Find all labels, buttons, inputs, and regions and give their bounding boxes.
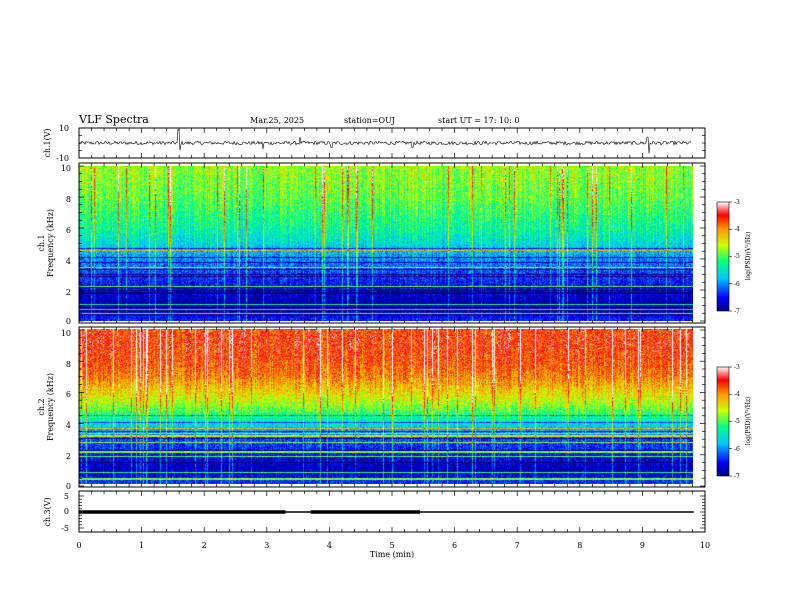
ch2-ytick-10: 10 xyxy=(61,329,71,338)
time-tick-label: 5 xyxy=(389,541,394,550)
ch2-spectrogram-panel: 0 2 4 6 8 10 ch.2Frequency (kHz) -3 -4 -… xyxy=(37,326,752,491)
time-tick-label: 10 xyxy=(700,541,710,550)
date-label: Mar.25, 2025 xyxy=(250,116,304,125)
time-axis-label: Time (min) xyxy=(370,550,414,559)
ch3-waveform-panel: 5 0 -5 ch.3(V) 0 1 2 3 4 5 6 7 8 9 10 Time (min) xyxy=(43,490,710,559)
ch2-spectrogram-ticks xyxy=(78,327,706,487)
ch2-ytick-2: 2 xyxy=(66,452,71,461)
ch2-cb-tick-7: -7 xyxy=(734,473,740,480)
ylabel-line: ch.1 xyxy=(37,234,46,251)
ch1-spectrogram-heatmap xyxy=(79,166,693,321)
start-time-label: start UT = 17: 10: 0 xyxy=(438,116,519,125)
ch3-ticks xyxy=(78,491,706,532)
ch1-ytick-6: 6 xyxy=(66,226,71,235)
ch1-ytick-2: 2 xyxy=(66,288,71,297)
ch1-spectrogram-ylabel: ch.1Frequency (kHz) xyxy=(37,209,55,277)
ch2-cb-tick-6: -6 xyxy=(734,446,740,453)
time-tick-label: 1 xyxy=(139,541,144,550)
ch1-waveform-line xyxy=(78,129,692,154)
ch2-ytick-4: 4 xyxy=(66,421,71,430)
time-tick-label: 0 xyxy=(76,541,81,550)
ylabel-line: ch.2 xyxy=(37,398,46,415)
ylabel-line: Frequency (kHz) xyxy=(46,209,55,277)
time-tick-label: 7 xyxy=(515,541,520,550)
ch1-ytick-bottom: -10 xyxy=(56,154,69,163)
ch2-spectrogram-heatmap xyxy=(79,329,693,484)
time-tick-label: 8 xyxy=(577,541,582,550)
ch2-cb-tick-3: -3 xyxy=(734,364,740,371)
station-label: station=OUJ xyxy=(344,116,395,125)
ch2-cb-tick-4: -4 xyxy=(734,391,740,398)
ch2-ytick-0: 0 xyxy=(66,482,71,491)
ylabel-line: Frequency (kHz) xyxy=(46,373,55,441)
ch2-ytick-8: 8 xyxy=(66,360,71,369)
ch1-colorbar-ticks xyxy=(729,201,732,312)
ch1-ytick-10: 10 xyxy=(61,164,71,173)
figure-title: VLF Spectra xyxy=(78,113,149,126)
ch2-colorbar-ticks xyxy=(729,366,732,477)
ch1-cb-tick-6: -6 xyxy=(734,281,740,288)
ch2-colorbar xyxy=(716,366,730,477)
ch1-colorbar-label: log(PSD)(V²/Hz) xyxy=(745,232,752,281)
time-tick-label: 4 xyxy=(327,541,332,550)
ch3-ytick-0: 0 xyxy=(64,507,69,516)
ch1-cb-tick-3: -3 xyxy=(734,199,740,206)
ch1-cb-tick-4: -4 xyxy=(734,226,740,233)
time-tick-label: 2 xyxy=(202,541,207,550)
ch2-spectrogram-ylabel: ch.2Frequency (kHz) xyxy=(37,373,55,441)
ch3-ytick-m5: -5 xyxy=(61,524,69,533)
ch1-ytick-0: 0 xyxy=(66,317,71,326)
ch1-ytick-top: 10 xyxy=(59,124,69,133)
ch2-cb-tick-5: -5 xyxy=(734,418,740,425)
time-tick-label: 9 xyxy=(640,541,645,550)
ch1-spectrogram-panel: 0 2 4 6 8 10 ch.1Frequency (kHz) -3 -4 -… xyxy=(37,162,752,326)
ch2-ytick-6: 6 xyxy=(66,390,71,399)
ch1-ytick-4: 4 xyxy=(66,257,71,266)
ch1-cb-tick-5: -5 xyxy=(734,253,740,260)
ch1-cb-tick-7: -7 xyxy=(734,308,740,315)
ch1-colorbar xyxy=(716,201,730,312)
time-axis-tick-labels: 0 1 2 3 4 5 6 7 8 9 10 xyxy=(76,541,710,550)
time-tick-label: 3 xyxy=(264,541,269,550)
ch1-ylabel: ch.1(V) xyxy=(43,128,52,157)
ch1-spectrogram-ticks xyxy=(78,163,706,323)
ch3-ylabel: ch.3(V) xyxy=(43,497,52,526)
ch1-ytick-8: 8 xyxy=(66,195,71,204)
ch3-ytick-5: 5 xyxy=(64,492,69,501)
ch1-waveform-panel: 10 -10 ch.1(V) xyxy=(43,124,706,163)
ch1-ticks xyxy=(78,127,706,159)
time-tick-label: 6 xyxy=(452,541,457,550)
ch2-colorbar-label: log(PSD)(V²/Hz) xyxy=(745,397,752,446)
